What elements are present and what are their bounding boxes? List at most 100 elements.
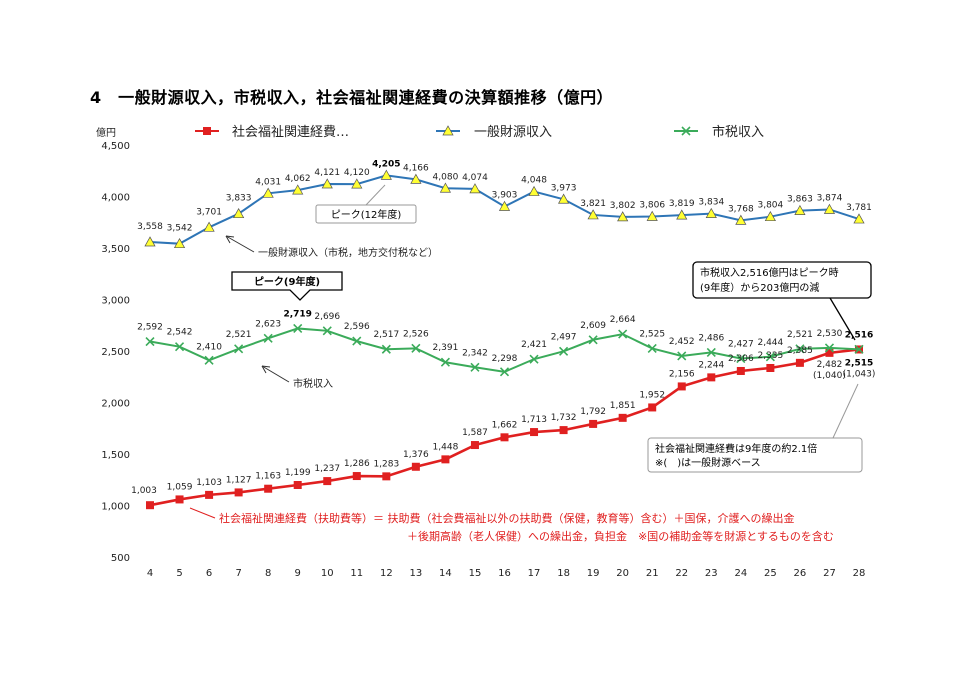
general-revenue-point (469, 183, 481, 194)
welfare-value-label: 1,163 (255, 472, 281, 482)
x-tick-label: 10 (321, 568, 334, 579)
x-tick-label: 25 (764, 568, 777, 579)
tax-revenue-point (765, 352, 775, 362)
tax-revenue-value-label: 2,410 (196, 342, 222, 352)
general-revenue-value-label: 4,074 (462, 173, 488, 183)
x-tick-label: 5 (176, 568, 182, 579)
welfare-value-label: 1,283 (373, 459, 399, 469)
tax-revenue-value-label: 2,486 (698, 333, 724, 343)
general-note-arrowhead (225, 235, 235, 244)
general-revenue-value-label: 3,558 (137, 222, 163, 232)
tax-revenue-value-label: 2,452 (669, 337, 695, 347)
y-unit-label: 億円 (96, 126, 116, 139)
x-tick-label: 24 (734, 568, 747, 579)
tax-revenue-point (322, 326, 332, 336)
general-revenue-point (528, 185, 540, 196)
general-revenue-point (794, 204, 806, 215)
general-revenue-point (233, 207, 245, 219)
tax-revenue-point (529, 354, 539, 364)
general-revenue-point (764, 210, 776, 222)
tax-revenue-point (381, 344, 391, 354)
welfare-value-label: 1,732 (551, 413, 577, 423)
tax-callout-line2: (9年度）から203億円の減 (700, 281, 819, 294)
tax-revenue-value-label: 2,517 (373, 330, 399, 340)
tax-revenue-value-label: 2,391 (433, 343, 459, 353)
welfare-value-label: 1,103 (196, 478, 222, 488)
welfare-value-label: 2,515 (845, 358, 873, 368)
tax-revenue-value-label: 2,525 (639, 329, 665, 339)
general-revenue-point (351, 178, 363, 189)
general-revenue-value-label: 3,903 (492, 190, 518, 200)
x-tick-label: 8 (265, 568, 271, 579)
tax-revenue-point (263, 333, 273, 343)
tax-revenue-value-label: 2,542 (167, 328, 193, 338)
general-revenue-value-label: 3,863 (787, 195, 813, 205)
welfare-value-label: 1,286 (344, 459, 370, 469)
general-revenue-point (173, 237, 186, 249)
tax-revenue-value-label: 2,664 (610, 315, 636, 325)
welfare-point (411, 462, 420, 471)
welfare-point (470, 441, 479, 450)
tax-revenue-value-label: 2,444 (757, 338, 783, 348)
tax-revenue-value-label: 2,526 (403, 329, 429, 339)
welfare-point (264, 484, 273, 493)
welfare-point (293, 481, 302, 490)
x-tick-label: 16 (498, 568, 511, 579)
general-revenue-value-label: 3,701 (196, 207, 222, 217)
general-revenue-value-label: 4,048 (521, 176, 547, 186)
general-revenue-point (735, 214, 747, 225)
general-revenue-point (144, 236, 156, 247)
welfare-point (175, 495, 184, 504)
tax-revenue-point (824, 343, 835, 353)
general-revenue-value-label: 4,120 (344, 168, 370, 178)
tax-revenue-point (352, 336, 362, 346)
welfare-callout-line2: ※( )は一般財源ベース (655, 456, 761, 469)
x-tick-label: 6 (206, 568, 212, 579)
tax-callout-line1: 市税収入2,516億円はピーク時 (700, 266, 839, 279)
x-tick-label: 28 (853, 568, 866, 579)
general-revenue-point (823, 203, 836, 214)
legend-label: 社会福祉関連経費… (232, 124, 349, 140)
y-tick-label: 4,500 (101, 141, 130, 152)
tax-revenue-value-label: 2,521 (226, 330, 252, 340)
welfare-point (766, 363, 775, 372)
x-tick-label: 11 (350, 568, 363, 579)
welfare-point (618, 413, 627, 422)
tax-revenue-point (145, 336, 155, 347)
legend-label: 市税収入 (712, 124, 764, 140)
welfare-value-label: 2,385 (787, 346, 813, 356)
general-revenue-value-label: 4,205 (372, 159, 400, 169)
welfare-value-label: 2,306 (728, 354, 754, 364)
tax-callout-box (692, 261, 872, 299)
welfare-point (795, 358, 804, 367)
tax-revenue-point (854, 344, 864, 354)
general-note-arrow (225, 235, 255, 253)
welfare-point (234, 488, 243, 497)
tax-revenue-point (618, 329, 628, 339)
general-revenue-value-label: 3,834 (698, 198, 724, 208)
legend-marker (442, 125, 454, 136)
tax-revenue-value-label: 2,521 (787, 330, 813, 340)
x-tick-label: 19 (587, 568, 600, 579)
x-tick-label: 27 (823, 568, 836, 579)
y-tick-label: 4,000 (101, 193, 130, 204)
welfare-point (352, 472, 361, 481)
y-tick-label: 3,500 (101, 244, 130, 255)
tax-revenue-point (736, 353, 746, 364)
general-revenue-value-label: 3,542 (167, 224, 193, 234)
general-revenue-value-label: 4,080 (433, 172, 459, 182)
welfare-definition-line1: 社会福祉関連経費（扶助費等）＝ 扶助費（社会費福祉以外の扶助費（保健，教育等）含… (219, 511, 795, 525)
welfare-value-label: 1,376 (403, 450, 429, 460)
general-revenue-value-label: 3,874 (817, 193, 843, 203)
tax-revenue-point (234, 344, 244, 354)
general-revenue-value-label: 4,121 (314, 168, 340, 178)
welfare-point (500, 433, 509, 442)
welfare-callout-line1: 社会福祉関連経費は9年度の約2.1倍 (655, 442, 817, 455)
general-revenue-point (262, 187, 274, 198)
x-tick-label: 9 (295, 568, 301, 579)
x-tick-label: 26 (794, 568, 807, 579)
general-revenue-value-label: 3,833 (226, 194, 252, 204)
tax-revenue-note: 市税収入 (293, 377, 333, 390)
tax-revenue-point (204, 355, 214, 365)
general-revenue-value-label: 3,819 (669, 199, 695, 209)
